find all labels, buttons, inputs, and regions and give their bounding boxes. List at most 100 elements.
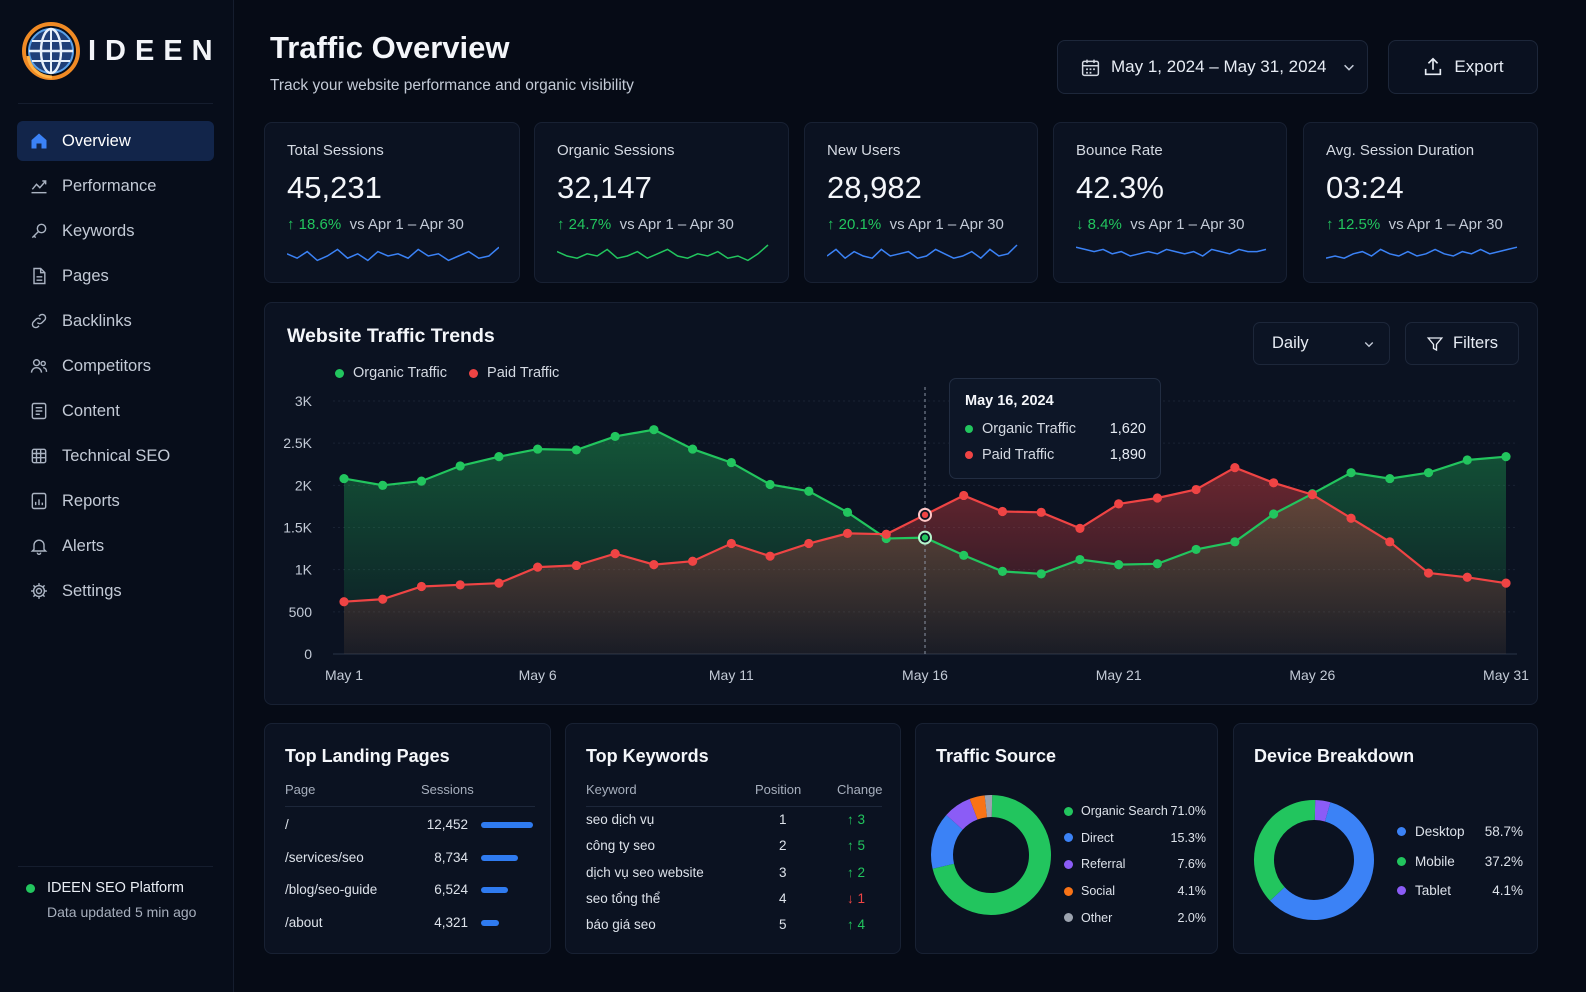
landing-page-path[interactable]: /blog/seo-guide: [285, 882, 378, 897]
data-point-paid[interactable]: [533, 562, 543, 572]
data-point-organic[interactable]: [726, 457, 736, 468]
kpi-card-organic-sessions[interactable]: Organic Sessions 32,147 ↑ 24.7% vs Apr 1 –…: [534, 122, 789, 283]
traffic-source-legend-item[interactable]: Direct 15.3%: [1064, 831, 1206, 845]
data-point-paid[interactable]: [959, 490, 969, 501]
data-point-paid[interactable]: [1462, 572, 1472, 582]
data-point-paid[interactable]: [1269, 478, 1279, 488]
traffic-source-legend-item[interactable]: Referral 7.6%: [1064, 857, 1206, 871]
data-point-organic[interactable]: [804, 486, 814, 496]
device-legend-item[interactable]: Desktop 58.7%: [1397, 824, 1523, 839]
legend-item-paid[interactable]: Paid Traffic: [469, 365, 559, 381]
sidebar-item-content[interactable]: Content: [17, 391, 214, 431]
data-point-organic[interactable]: [1230, 537, 1240, 547]
data-point-organic[interactable]: [494, 452, 504, 462]
sidebar-item-backlinks[interactable]: Backlinks: [17, 301, 214, 341]
data-point-organic[interactable]: [1501, 452, 1511, 462]
traffic-trend-chart[interactable]: 0 500 1K 1.5K 2K 2.5K 3K May 1 May 6 May 11 May 16…: [265, 303, 1539, 706]
keyword-text[interactable]: công ty seo: [586, 838, 656, 854]
data-point-paid[interactable]: [378, 594, 388, 604]
data-point-organic[interactable]: [1036, 569, 1046, 579]
data-point-paid[interactable]: [688, 556, 698, 566]
data-point-paid[interactable]: [1075, 523, 1085, 533]
landing-page-path[interactable]: /about: [285, 914, 323, 930]
data-point-organic[interactable]: [416, 476, 427, 486]
data-point-organic[interactable]: [1114, 560, 1124, 570]
landing-page-path[interactable]: /services/seo: [285, 849, 364, 865]
data-point-paid[interactable]: [997, 506, 1008, 517]
donut-slice-mobile[interactable]: [1254, 800, 1316, 901]
data-point-organic[interactable]: [1075, 554, 1085, 565]
landing-page-path[interactable]: /: [285, 817, 289, 832]
granularity-select[interactable]: Daily: [1253, 322, 1390, 365]
data-point-paid[interactable]: [494, 578, 504, 588]
kpi-card-bounce-rate[interactable]: Bounce Rate 42.3% ↓ 8.4% vs Apr 1 – Apr 30: [1053, 122, 1287, 283]
data-point-paid[interactable]: [416, 581, 427, 592]
legend-item-organic[interactable]: Organic Traffic: [335, 365, 447, 381]
data-point-organic[interactable]: [1462, 455, 1472, 465]
date-range-picker[interactable]: May 1, 2024 – May 31, 2024: [1057, 40, 1368, 94]
sidebar-item-technical-seo[interactable]: Technical SEO: [17, 436, 214, 476]
data-point-paid[interactable]: [1346, 513, 1356, 523]
data-point-organic[interactable]: [339, 473, 349, 484]
data-point-paid[interactable]: [1114, 499, 1124, 509]
data-point-paid[interactable]: [881, 529, 891, 539]
traffic-source-legend-item[interactable]: Organic Search 71.0%: [1064, 804, 1206, 818]
data-point-organic[interactable]: [842, 507, 853, 517]
donut-slice-referral[interactable]: [946, 798, 978, 831]
data-point-paid[interactable]: [842, 528, 853, 539]
sidebar-item-reports[interactable]: Reports: [17, 481, 214, 521]
data-point-organic[interactable]: [649, 425, 659, 435]
kpi-card-new-users[interactable]: New Users 28,982 ↑ 20.1% vs Apr 1 – Apr 30: [804, 122, 1038, 283]
keyword-text[interactable]: seo tổng thể: [586, 890, 661, 906]
traffic-source-legend-item[interactable]: Other 2.0%: [1064, 911, 1206, 925]
traffic-source-legend-item[interactable]: Social 4.1%: [1064, 884, 1206, 898]
sidebar-item-keywords[interactable]: Keywords: [17, 211, 214, 251]
donut-slice-social[interactable]: [969, 795, 988, 820]
data-point-organic[interactable]: [533, 444, 543, 454]
data-point-organic[interactable]: [378, 480, 388, 490]
keyword-text[interactable]: báo giá seo: [586, 917, 656, 933]
export-button[interactable]: Export: [1388, 40, 1538, 94]
data-point-organic[interactable]: [610, 431, 620, 442]
donut-slice-direct[interactable]: [931, 814, 964, 869]
device-legend-item[interactable]: Tablet 4.1%: [1397, 883, 1523, 898]
sidebar-item-overview[interactable]: Overview: [17, 121, 214, 161]
device-breakdown-donut[interactable]: [1249, 795, 1379, 925]
data-point-paid[interactable]: [1191, 484, 1201, 495]
data-point-paid[interactable]: [455, 580, 465, 590]
data-point-paid[interactable]: [1036, 507, 1046, 517]
data-point-organic[interactable]: [1269, 509, 1279, 519]
data-point-organic[interactable]: [571, 445, 581, 455]
kpi-card-avg-session-duration[interactable]: Avg. Session Duration 03:24 ↑ 12.5% vs Apr…: [1303, 122, 1538, 283]
data-point-organic[interactable]: [1191, 544, 1201, 555]
data-point-paid[interactable]: [1501, 578, 1511, 588]
data-point-paid[interactable]: [610, 549, 620, 559]
data-point-organic[interactable]: [688, 444, 698, 454]
data-point-paid[interactable]: [649, 560, 659, 570]
donut-slice-tablet[interactable]: [1314, 800, 1331, 822]
filters-button[interactable]: Filters: [1405, 322, 1519, 365]
donut-slice-desktop[interactable]: [1269, 802, 1374, 920]
sidebar-item-performance[interactable]: Performance: [17, 166, 214, 206]
data-point-organic[interactable]: [959, 550, 969, 560]
data-point-organic[interactable]: [1152, 559, 1162, 569]
kpi-card-total-sessions[interactable]: Total Sessions 45,231 ↑ 18.6% vs Apr 1 – A…: [264, 122, 520, 283]
data-point-paid[interactable]: [765, 551, 775, 561]
brand-logo[interactable]: IDEEN: [22, 22, 222, 80]
data-point-organic[interactable]: [1346, 468, 1356, 478]
donut-slice-organic-search[interactable]: [932, 795, 1051, 915]
sidebar-item-settings[interactable]: Settings: [17, 571, 214, 611]
keyword-text[interactable]: seo dịch vụ: [586, 812, 655, 827]
data-point-organic[interactable]: [1423, 468, 1434, 478]
data-point-organic[interactable]: [1385, 473, 1395, 484]
data-point-paid[interactable]: [1230, 463, 1240, 473]
data-point-paid[interactable]: [1152, 493, 1162, 503]
keyword-text[interactable]: dịch vụ seo website: [586, 864, 704, 880]
sidebar-item-competitors[interactable]: Competitors: [17, 346, 214, 386]
traffic-source-donut[interactable]: [926, 790, 1056, 920]
data-point-paid[interactable]: [804, 538, 814, 549]
data-point-paid[interactable]: [1385, 537, 1395, 547]
data-point-organic[interactable]: [765, 479, 775, 490]
sidebar-item-pages[interactable]: Pages: [17, 256, 214, 296]
data-point-organic[interactable]: [997, 566, 1008, 576]
